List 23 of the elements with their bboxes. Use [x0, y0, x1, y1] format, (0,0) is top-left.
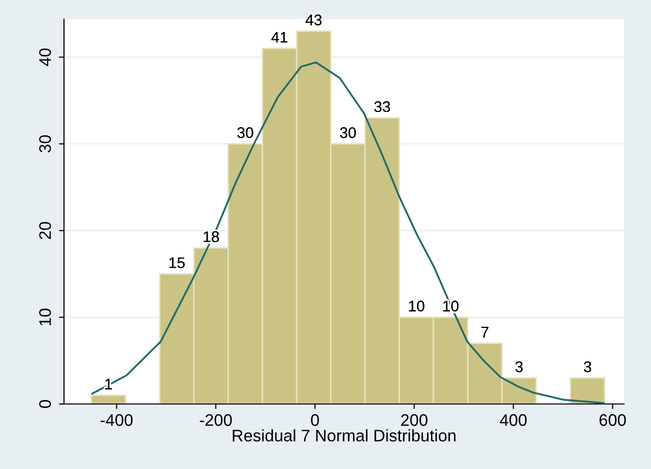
data-label: 3	[584, 361, 592, 372]
data-label: 30	[237, 127, 254, 138]
data-label: 41	[271, 32, 288, 43]
x-tick-label: 0	[311, 414, 319, 426]
y-tick-label: 10	[39, 308, 51, 326]
x-tick-label: 400	[500, 414, 527, 426]
x-tick-label: -200	[200, 414, 232, 426]
y-tick-label: 20	[39, 222, 51, 240]
y-tick-label: 0	[39, 400, 51, 408]
x-tick-label: -400	[100, 414, 133, 426]
x-axis-title: Residual 7 Normal Distribution	[232, 429, 456, 442]
data-label: 43	[306, 14, 322, 26]
data-label: 10	[409, 300, 424, 312]
data-label: 3	[515, 361, 523, 372]
data-label: 7	[481, 326, 488, 338]
data-label: 15	[170, 257, 185, 268]
x-tick-label: 200	[401, 414, 428, 426]
y-tick-label: 30	[39, 135, 51, 152]
data-label: 30	[340, 127, 356, 138]
x-tick-label: 600	[600, 414, 626, 426]
data-label: 33	[374, 101, 390, 112]
y-tick-label: 40	[39, 48, 51, 66]
line-series	[91, 61, 605, 404]
